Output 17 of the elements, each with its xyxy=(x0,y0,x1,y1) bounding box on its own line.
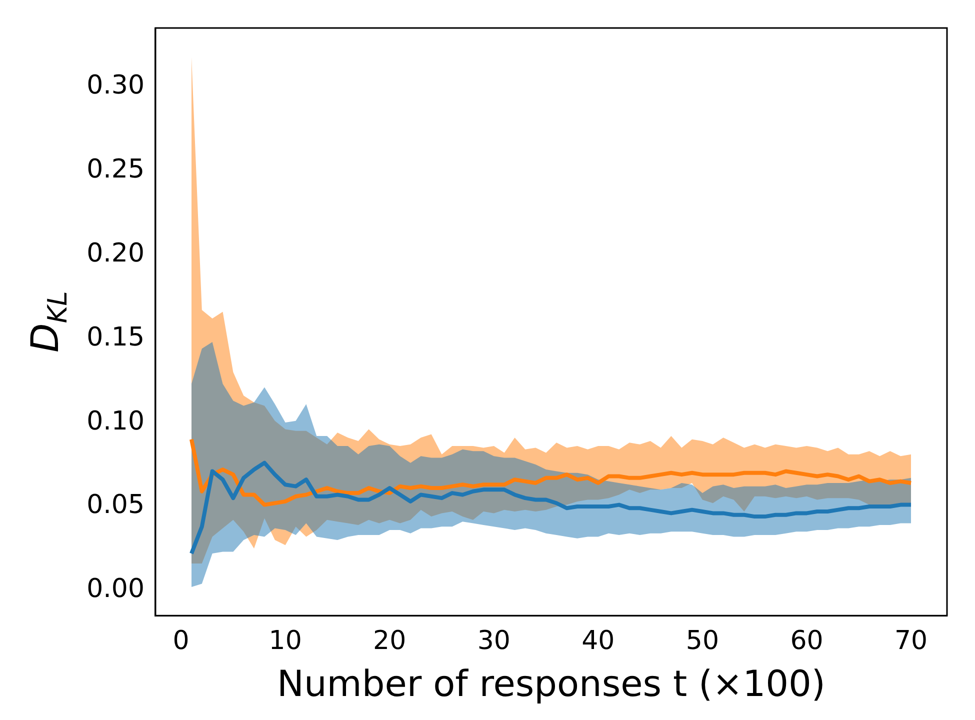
x-tick-label: 30 xyxy=(477,626,510,656)
x-tick-label: 40 xyxy=(582,626,615,656)
x-tick-label: 50 xyxy=(686,626,720,656)
y-tick-label: 0.00 xyxy=(86,574,144,604)
x-tick-label: 0 xyxy=(172,626,190,656)
x-tick-label: 60 xyxy=(790,626,824,656)
y-axis-title: DKL xyxy=(22,291,74,353)
x-tick-label: 20 xyxy=(373,626,406,656)
x-tick-label: 70 xyxy=(894,626,928,656)
y-tick-label: 0.10 xyxy=(86,406,144,436)
y-tick-label: 0.20 xyxy=(86,238,144,268)
y-tick-label: 0.25 xyxy=(86,154,144,184)
y-tick-label: 0.05 xyxy=(86,490,144,520)
x-tick-label: 10 xyxy=(268,626,302,656)
x-axis-title: Number of responses t (×100) xyxy=(277,664,826,705)
y-tick-label: 0.15 xyxy=(86,322,144,352)
y-tick-label: 0.30 xyxy=(86,70,144,101)
